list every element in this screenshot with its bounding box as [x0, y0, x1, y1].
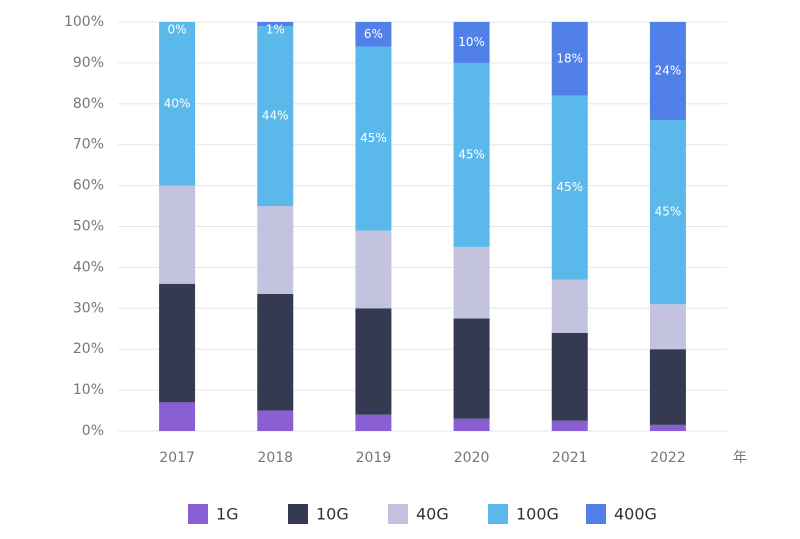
bar-segment	[551, 279, 588, 333]
data-label: 45%	[556, 180, 583, 194]
y-tick-label: 50%	[73, 219, 104, 235]
data-label: 44%	[262, 109, 289, 123]
data-label: 0%	[168, 23, 187, 37]
y-tick-label: 10%	[73, 382, 104, 398]
bar-segment	[551, 22, 588, 96]
legend-swatch	[388, 504, 408, 524]
legend-label: 10G	[316, 505, 349, 524]
bar-segment	[649, 424, 686, 431]
bar-segment	[355, 308, 392, 415]
y-tick-label: 80%	[73, 96, 104, 112]
bar-segment	[159, 402, 196, 431]
y-tick-label: 20%	[73, 341, 104, 357]
bar-segment	[453, 318, 490, 419]
legend-label: 1G	[216, 505, 239, 524]
legend-swatch	[288, 504, 308, 524]
y-tick-label: 70%	[73, 137, 104, 153]
bar-segment	[551, 332, 588, 421]
bar-segment	[257, 293, 294, 411]
y-tick-label: 40%	[73, 259, 104, 275]
legend-swatch	[488, 504, 508, 524]
bar-segment	[453, 246, 490, 319]
data-label: 6%	[364, 27, 383, 41]
bar-segment	[649, 120, 686, 305]
x-tick-label: 2022	[650, 450, 686, 466]
legend-label: 100G	[516, 505, 559, 524]
data-label: 1%	[266, 23, 285, 37]
bar-segment	[257, 22, 294, 27]
bar-segment	[453, 22, 490, 63]
data-label: 40%	[164, 96, 191, 110]
x-tick-label: 2018	[257, 450, 293, 466]
bar-segment	[453, 418, 490, 431]
bar-segment	[551, 420, 588, 431]
bar-segment	[649, 22, 686, 121]
legend-swatch	[188, 504, 208, 524]
bar-segment	[355, 46, 392, 231]
bar-segment	[257, 26, 294, 207]
data-label: 24%	[655, 64, 682, 78]
legend-swatch	[586, 504, 606, 524]
y-tick-label: 100%	[64, 14, 104, 30]
bar-segment	[551, 95, 588, 280]
bar-segment	[257, 206, 294, 294]
data-label: 45%	[655, 205, 682, 219]
bar-segment	[159, 283, 196, 403]
bar-segment	[355, 230, 392, 309]
y-tick-label: 0%	[82, 423, 104, 439]
data-label: 45%	[458, 147, 485, 161]
bar-segment	[649, 349, 686, 425]
bar-segment	[453, 62, 490, 247]
x-tick-label: 2017	[159, 450, 195, 466]
bar-segment	[159, 22, 196, 186]
x-tick-label: 2020	[454, 450, 490, 466]
x-tick-label: 2021	[552, 450, 588, 466]
x-tick-label: 2019	[356, 450, 392, 466]
data-label: 45%	[360, 131, 387, 145]
bar-segment	[649, 304, 686, 350]
legend-label: 40G	[416, 505, 449, 524]
legend-label: 400G	[614, 505, 657, 524]
y-tick-label: 60%	[73, 178, 104, 194]
y-tick-label: 90%	[73, 55, 104, 71]
y-tick-label: 30%	[73, 300, 104, 316]
bar-segment	[355, 22, 392, 47]
bar-segment	[159, 185, 196, 284]
x-axis-label: 年	[733, 450, 747, 466]
data-label: 10%	[458, 35, 485, 49]
bar-segment	[257, 410, 294, 431]
data-label: 18%	[556, 51, 583, 65]
bar-segment	[355, 414, 392, 431]
